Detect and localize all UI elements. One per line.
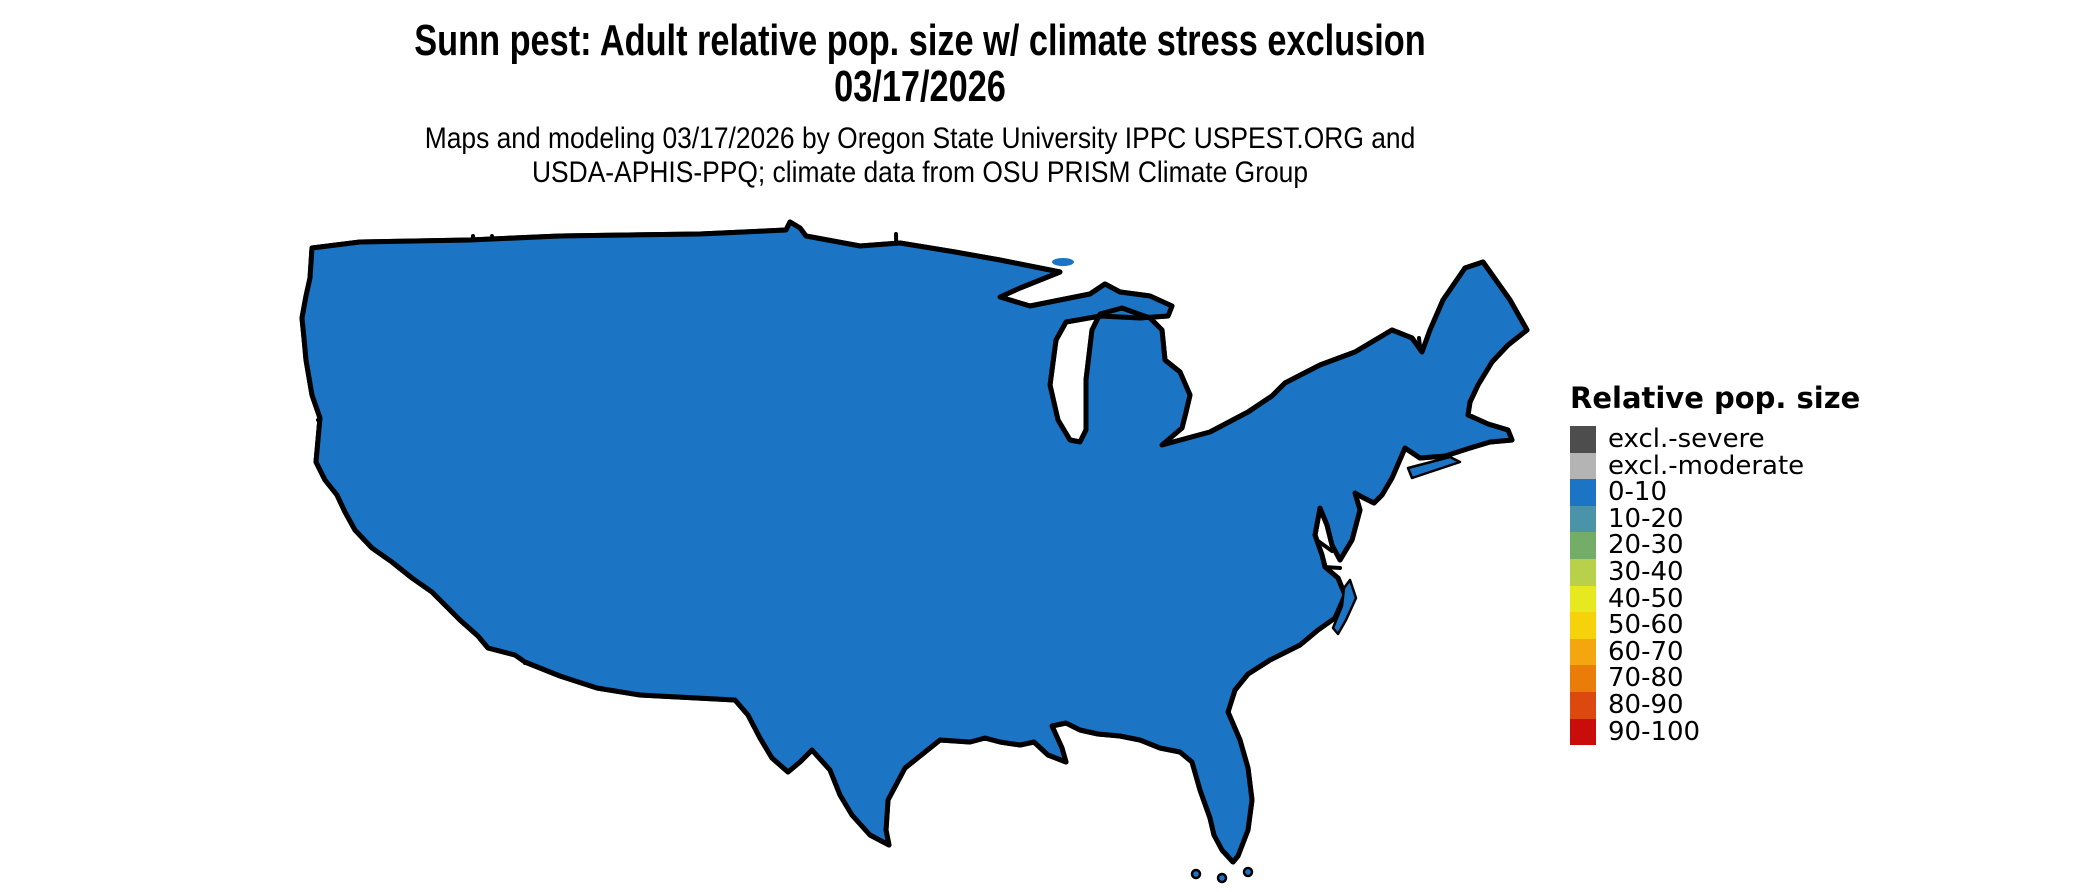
subtitle-line-2: USDA-APHIS-PPQ; climate data from OSU PR… [531,156,1309,189]
title-line-1: Sunn pest: Adult relative pop. size w/ c… [414,16,1426,65]
legend-item: 90-100 [1570,716,1860,747]
isle-royale [1052,258,1074,266]
legend-item: 40-50 [1570,583,1860,614]
legend-item: 70-80 [1570,665,1860,692]
legend-swatch [1570,718,1596,746]
legend-swatch [1570,638,1596,666]
outer-banks [1331,578,1358,636]
legend-item: 80-90 [1570,692,1860,719]
legend-label: 70-80 [1608,663,1684,694]
legend: Relative pop. size excl.-severe excl.-mod… [1570,381,1861,747]
legend-item: 60-70 [1570,639,1860,666]
legend-item: excl.-severe [1570,426,1860,453]
legend-item: 0-10 [1570,479,1860,506]
legend-swatch [1570,505,1596,533]
legend-label: 50-60 [1608,610,1684,641]
legend-swatch [1570,558,1596,586]
legend-swatch [1570,479,1596,506]
subtitle-line-1: Maps and modeling 03/17/2026 by Oregon S… [424,122,1416,155]
legend-item: 20-30 [1570,532,1860,559]
legend-label: excl.-severe [1608,424,1765,454]
legend-swatch [1570,665,1596,692]
legend-label: 30-40 [1608,556,1684,587]
legend-label: excl.-moderate [1608,450,1805,481]
legend-label: 90-100 [1608,716,1701,747]
legend-swatch [1570,585,1596,613]
legend-item: 10-20 [1570,506,1860,533]
legend-label: 0-10 [1608,477,1668,508]
us-border-stroke [302,222,1527,862]
offshore-islands [1052,258,1462,884]
legend-swatch [1570,452,1596,480]
map-title: Sunn pest: Adult relative pop. size w/ c… [270,18,1570,110]
legend-swatch [1570,532,1596,559]
title-line-2: 03/17/2026 [834,62,1006,111]
legend-label: 60-70 [1608,636,1684,667]
legend-item: 50-60 [1570,612,1860,639]
legend-item: excl.-moderate [1570,450,1860,481]
florida-keys [1216,872,1228,884]
legend-rows: excl.-severe excl.-moderate 0-10 10-20 20-30… [1570,426,1860,747]
legend-swatch [1570,426,1596,453]
legend-item: 30-40 [1570,559,1860,586]
legend-label: 10-20 [1608,503,1684,534]
florida-keys [1242,866,1254,878]
legend-label: 40-50 [1608,583,1684,614]
legend-swatch [1570,612,1596,639]
legend-label: 80-90 [1608,689,1684,720]
map-subtitle: Maps and modeling 03/17/2026 by Oregon S… [270,122,1570,190]
legend-title: Relative pop. size [1570,381,1861,415]
long-island [1406,455,1462,480]
legend-label: 20-30 [1608,530,1684,561]
florida-keys [1190,868,1202,880]
legend-swatch [1570,691,1596,719]
